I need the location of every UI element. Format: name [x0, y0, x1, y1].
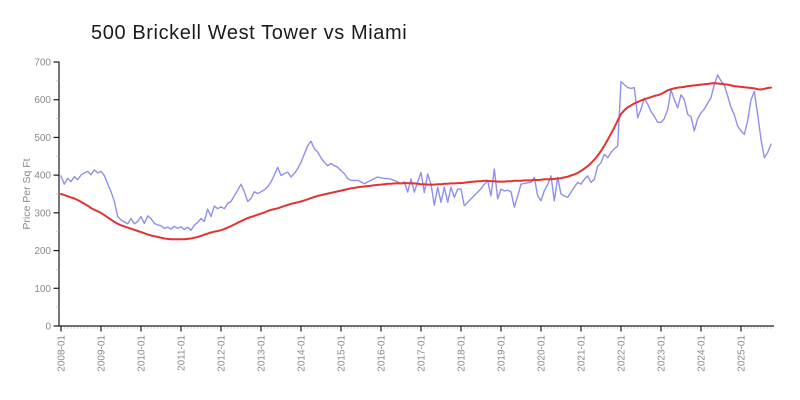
y-tick-label: 400 — [34, 171, 51, 182]
x-tick-label: 2009-01 — [97, 335, 108, 372]
x-tick-label: 2024-01 — [697, 335, 708, 372]
y-tick-label: 600 — [34, 95, 51, 106]
x-tick-label: 2014-01 — [297, 335, 308, 372]
chart-title: 500 Brickell West Tower vs Miami — [91, 22, 408, 44]
x-tick-label: 2008-01 — [57, 335, 68, 372]
x-tick-label: 2018-01 — [457, 335, 468, 372]
y-tick-label: 300 — [34, 208, 51, 219]
miami-price-line — [60, 82, 772, 241]
x-tick-label: 2025-01 — [737, 335, 748, 372]
x-tick-label: 2011-01 — [177, 335, 188, 371]
x-tick-label: 2021-01 — [577, 335, 588, 372]
x-tick-label: 2015-01 — [337, 335, 348, 372]
x-tick-label: 2022-01 — [617, 335, 628, 372]
x-tick-label: 2010-01 — [137, 335, 148, 372]
y-tick-label: 700 — [34, 58, 51, 69]
tower-price-line — [60, 74, 772, 231]
x-tick-label: 2023-01 — [657, 335, 668, 372]
y-axis-title: Price Per Sq Ft — [21, 158, 33, 229]
x-tick-label: 2017-01 — [417, 335, 428, 372]
x-tick-label: 2016-01 — [377, 335, 388, 372]
y-tick-label: 0 — [45, 322, 51, 333]
x-tick-label: 2020-01 — [537, 335, 548, 372]
y-tick-label: 200 — [34, 246, 51, 257]
y-tick-label: 500 — [34, 133, 51, 144]
x-tick-label: 2019-01 — [497, 335, 508, 372]
x-tick-label: 2013-01 — [257, 335, 268, 372]
y-tick-label: 100 — [34, 284, 51, 295]
x-tick-label: 2012-01 — [217, 335, 228, 372]
